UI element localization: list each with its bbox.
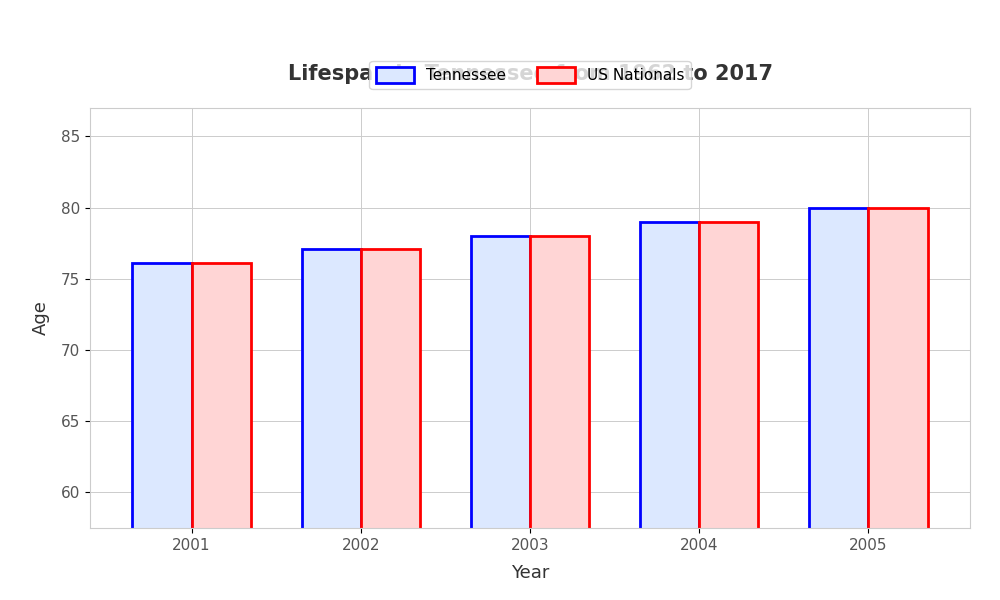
Bar bbox=[699, 222, 758, 600]
Bar bbox=[809, 208, 868, 600]
Bar bbox=[868, 208, 928, 600]
Bar bbox=[192, 263, 251, 600]
Legend: Tennessee, US Nationals: Tennessee, US Nationals bbox=[369, 61, 691, 89]
X-axis label: Year: Year bbox=[511, 564, 549, 582]
Bar bbox=[132, 263, 192, 600]
Bar bbox=[302, 249, 361, 600]
Y-axis label: Age: Age bbox=[32, 301, 50, 335]
Bar bbox=[361, 249, 420, 600]
Bar bbox=[471, 236, 530, 600]
Title: Lifespan in Tennessee from 1962 to 2017: Lifespan in Tennessee from 1962 to 2017 bbox=[288, 64, 772, 84]
Bar bbox=[640, 222, 699, 600]
Bar bbox=[530, 236, 589, 600]
